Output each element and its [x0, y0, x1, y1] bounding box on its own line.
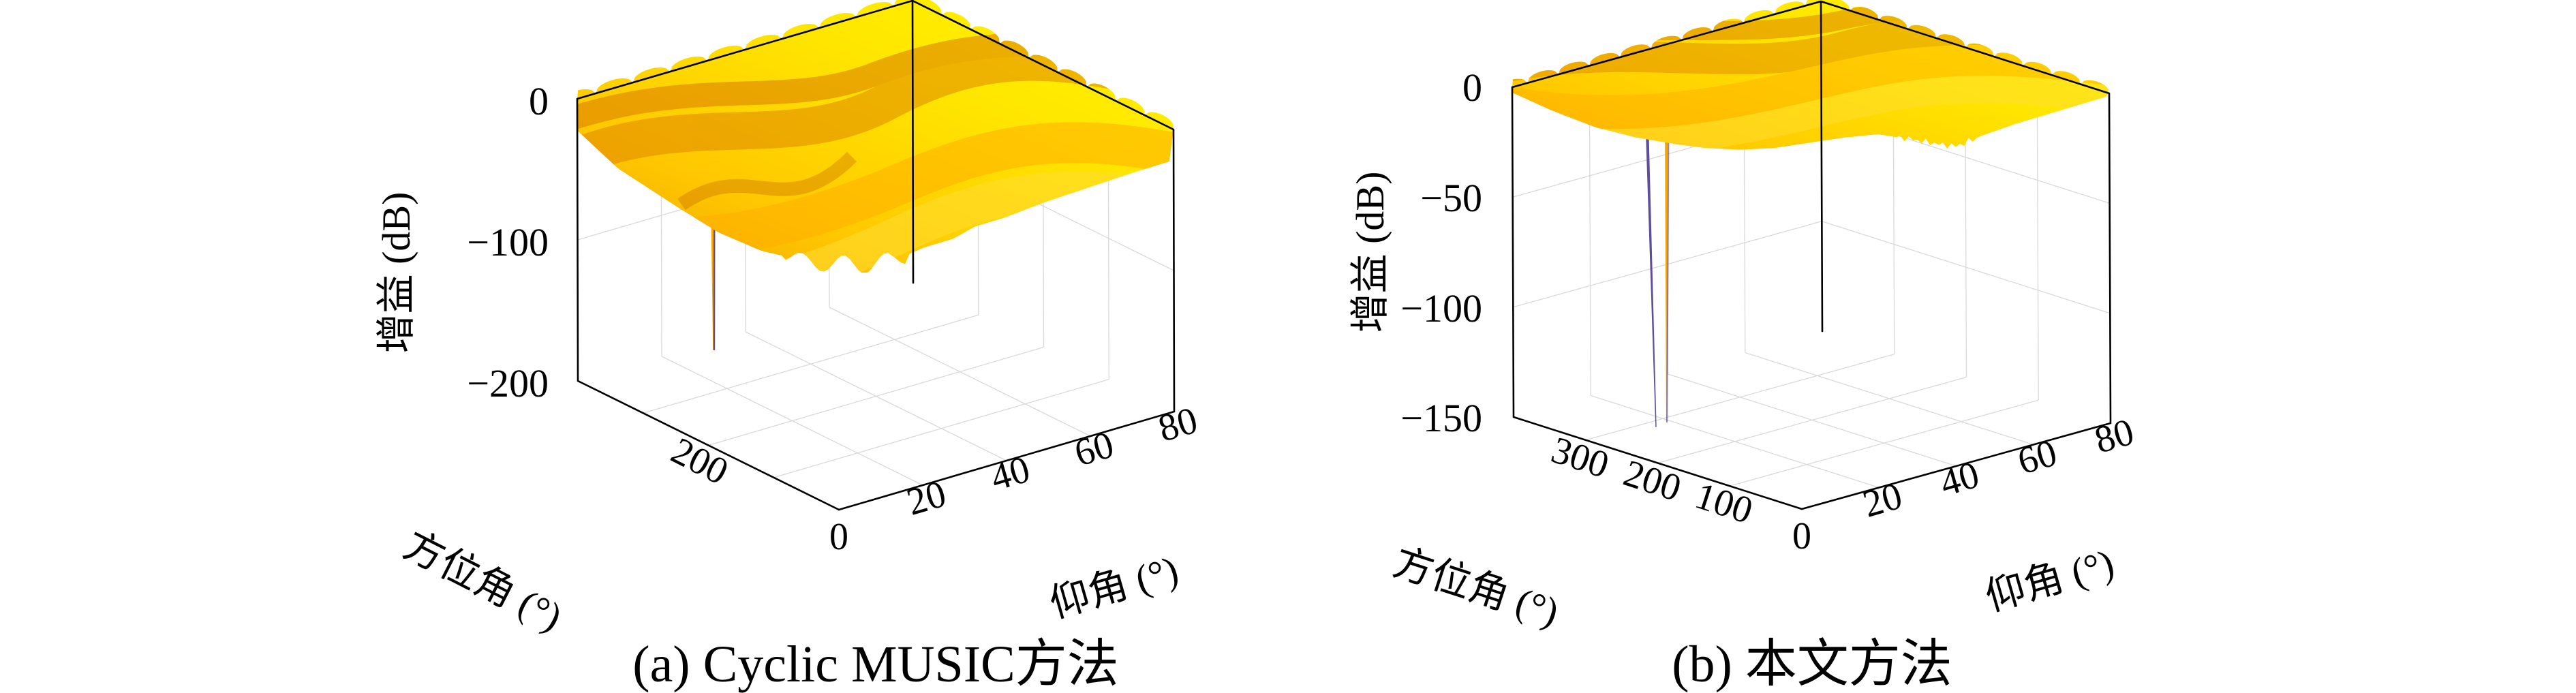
svg-text:−100: −100 — [1400, 286, 1482, 330]
svg-text:(a) Cyclic MUSIC方法: (a) Cyclic MUSIC方法 — [632, 636, 1118, 693]
svg-text:−100: −100 — [467, 220, 549, 264]
svg-text:−150: −150 — [1400, 396, 1482, 440]
svg-text:0: 0 — [1462, 65, 1482, 110]
svg-text:−50: −50 — [1420, 176, 1482, 220]
svg-text:增益 (dB): 增益 (dB) — [374, 192, 418, 354]
svg-text:0: 0 — [529, 79, 549, 123]
svg-text:增益 (dB): 增益 (dB) — [1348, 172, 1392, 333]
svg-text:0: 0 — [829, 516, 848, 558]
svg-text:0: 0 — [1792, 515, 1811, 557]
svg-text:−200: −200 — [467, 361, 549, 405]
svg-text:(b) 本文方法: (b) 本文方法 — [1672, 636, 1952, 693]
